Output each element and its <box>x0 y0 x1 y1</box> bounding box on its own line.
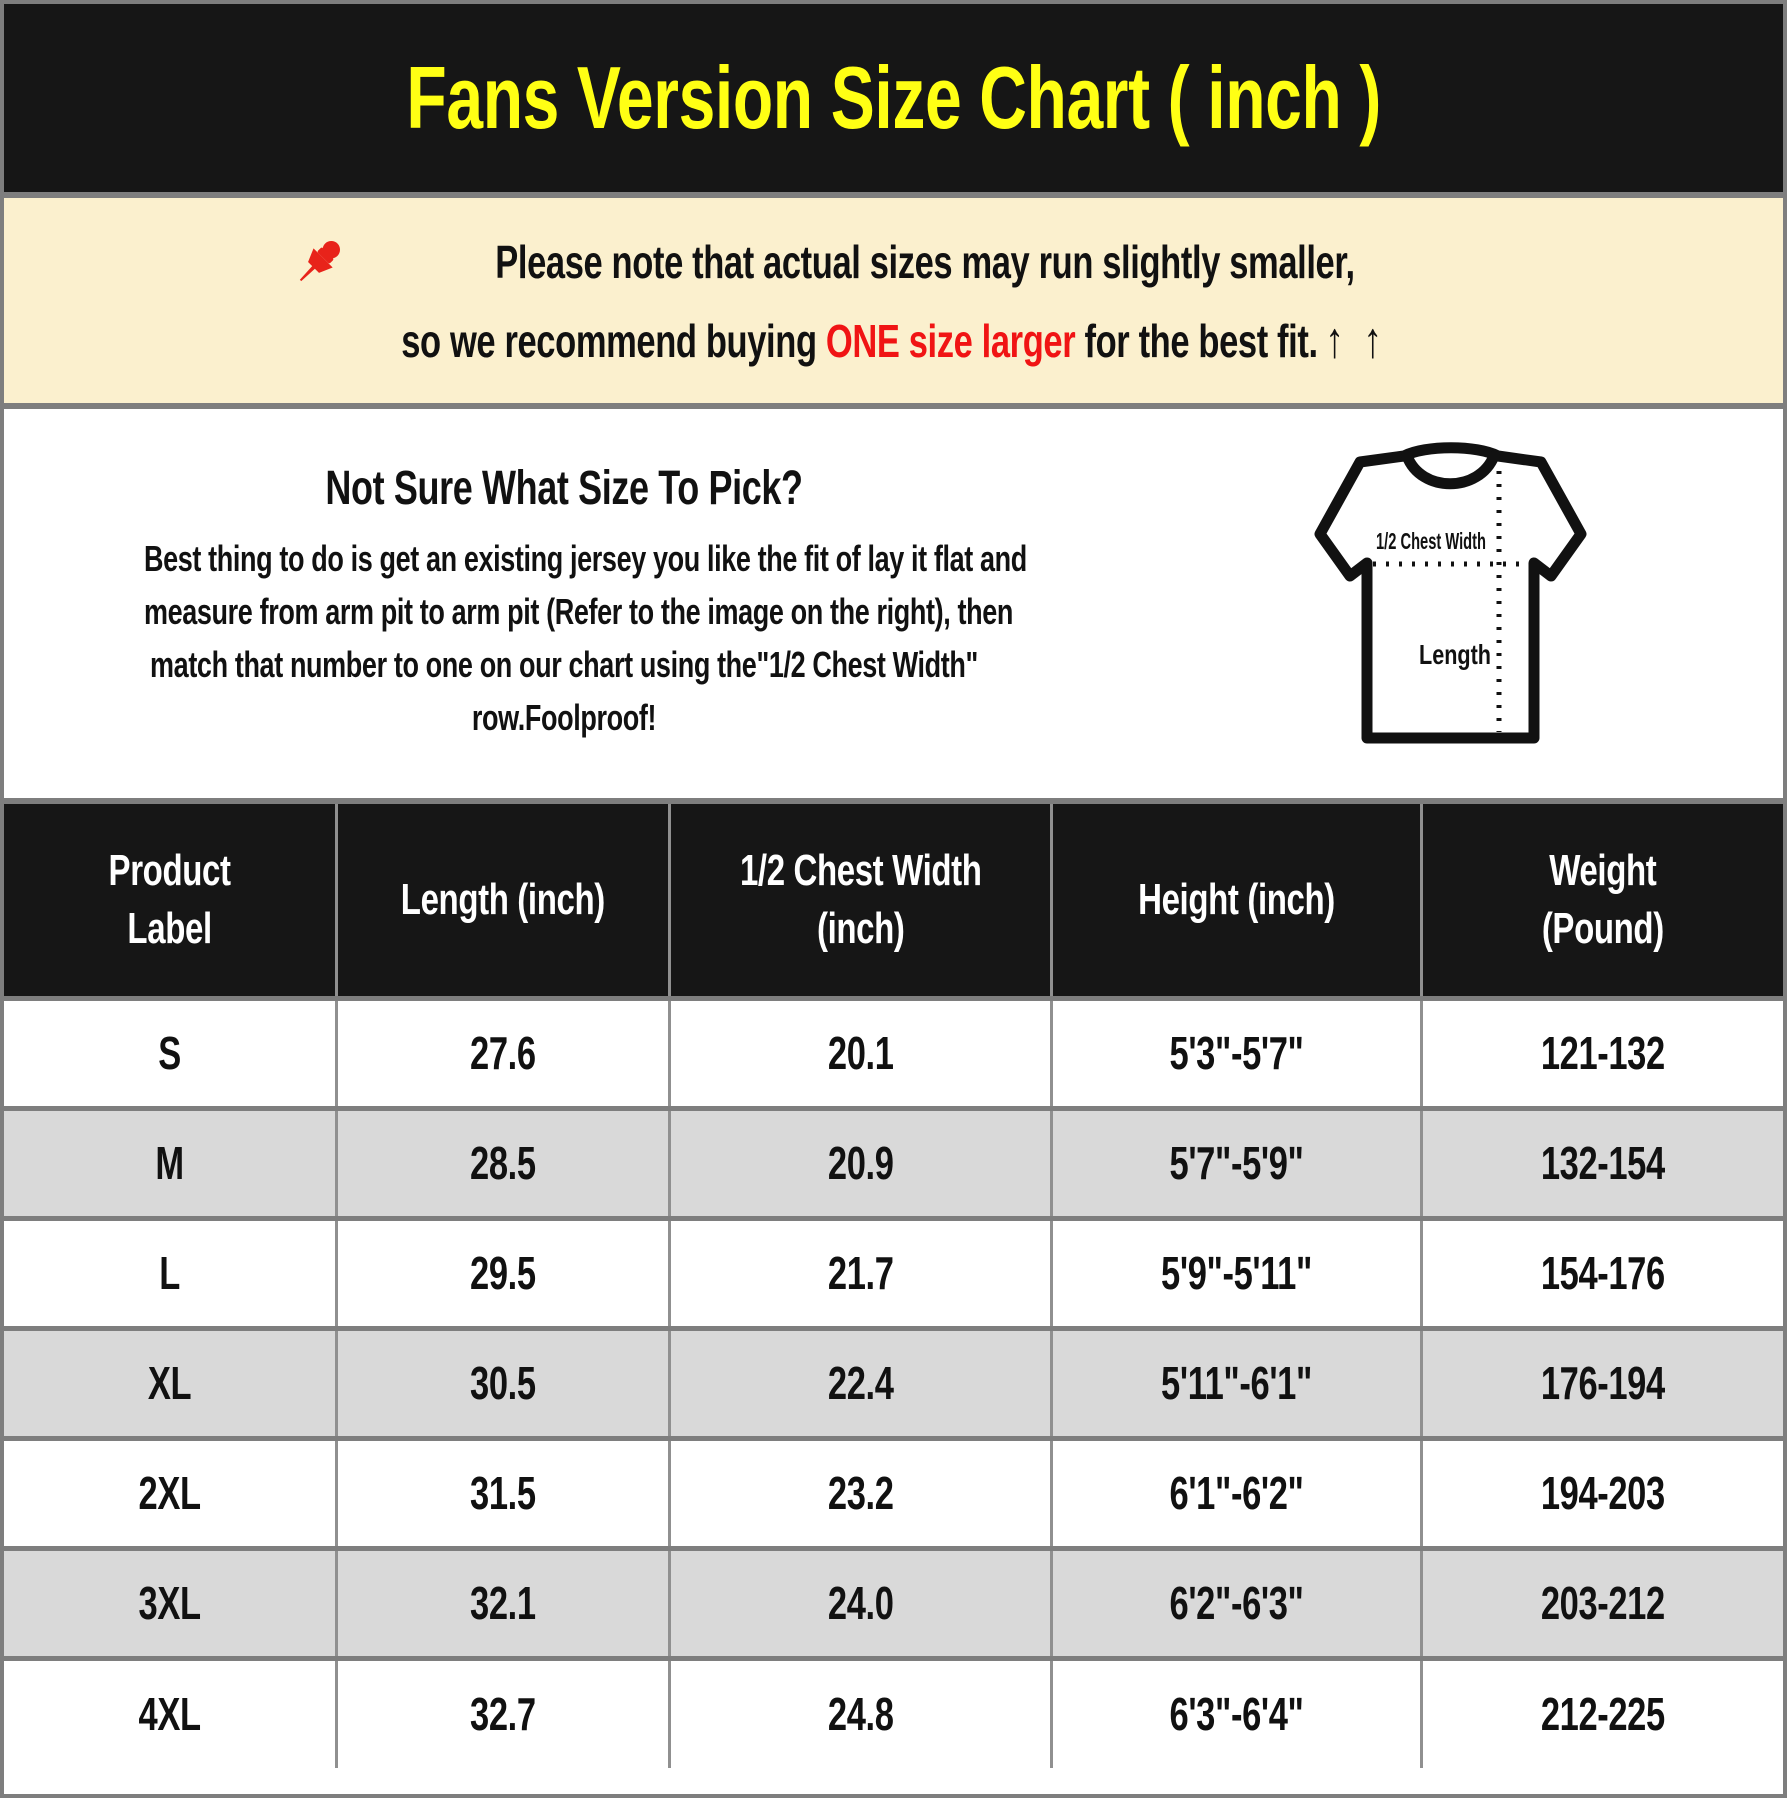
size-label-cell: M <box>155 1137 184 1189</box>
chest-cell: 24.8 <box>667 1658 1052 1768</box>
col-header-length: Length (inch) <box>335 804 670 998</box>
tshirt-outline <box>1314 442 1587 744</box>
weight-cell: 194-203 <box>1420 1438 1783 1548</box>
chest-cell: 23.2 <box>667 1438 1052 1548</box>
chest-cell: 21.7 <box>667 1218 1052 1328</box>
length-cell: 31.5 <box>335 1438 670 1548</box>
size-table: Product Label Length (inch) 1/2 Chest Wi… <box>4 804 1783 1768</box>
size-row-xl: XL 30.5 22.4 5'11"-6'1" 176-194 <box>4 1328 1783 1438</box>
chest-cell: 24.0 <box>667 1548 1052 1658</box>
size-row-2xl: 2XL 31.5 23.2 6'1"-6'2" 194-203 <box>4 1438 1783 1548</box>
notice-text-1: Please note that actual sizes may run sl… <box>494 235 1355 288</box>
notice-line-1: Please note that actual sizes may run sl… <box>290 233 1498 291</box>
size-label-cell: 2XL <box>138 1467 202 1519</box>
guide-body-line: measure from arm pit to arm pit (Refer t… <box>144 591 1013 632</box>
section-divider <box>4 403 1783 409</box>
height-cell: 6'1"-6'2" <box>1050 1438 1422 1548</box>
weight-cell: 203-212 <box>1420 1548 1783 1658</box>
height-cell: 5'7"-5'9" <box>1050 1108 1422 1218</box>
section-divider <box>4 798 1783 804</box>
chest-cell: 20.9 <box>667 1108 1052 1218</box>
length-label: Length <box>1419 639 1491 670</box>
weight-cell: 121-132 <box>1420 998 1783 1108</box>
col-header-chest-width: 1/2 Chest Width (inch) <box>667 804 1052 998</box>
size-row-m: M 28.5 20.9 5'7"-5'9" 132-154 <box>4 1108 1783 1218</box>
chest-cell: 20.1 <box>667 998 1052 1108</box>
guide-body-line: row.Foolproof! <box>471 697 657 738</box>
size-row-4xl: 4XL 32.7 24.8 6'3"-6'4" 212-225 <box>4 1658 1783 1768</box>
size-row-s: S 27.6 20.1 5'3"-5'7" 121-132 <box>4 998 1783 1108</box>
section-divider <box>4 192 1783 198</box>
chest-width-label: 1/2 Chest Width <box>1376 528 1486 554</box>
length-cell: 29.5 <box>335 1218 670 1328</box>
title-bar: Fans Version Size Chart ( inch ) <box>4 4 1783 192</box>
page-title: Fans Version Size Chart ( inch ) <box>406 48 1381 147</box>
height-cell: 6'2"-6'3" <box>1050 1548 1422 1658</box>
guide-body-line: match that number to one on our chart us… <box>150 644 978 685</box>
chest-cell: 22.4 <box>667 1328 1052 1438</box>
tshirt-neckline <box>1401 450 1500 490</box>
table-header-row: Product Label Length (inch) 1/2 Chest Wi… <box>4 804 1783 998</box>
size-label-cell: XL <box>147 1357 192 1409</box>
height-cell: 5'3"-5'7" <box>1050 998 1422 1108</box>
notice-line-2: so we recommend buying ONE size larger f… <box>237 311 1551 369</box>
col-header-product-label: Product Label <box>108 845 231 953</box>
size-label-cell: L <box>159 1247 180 1299</box>
weight-cell: 176-194 <box>1420 1328 1783 1438</box>
size-label-cell: 4XL <box>138 1688 202 1741</box>
tshirt-measurement-diagram: 1/2 Chest Width Length <box>1314 442 1587 744</box>
guide-body-line: Best thing to do is get an existing jers… <box>144 538 1027 579</box>
length-cell: 30.5 <box>335 1328 670 1438</box>
length-cell: 28.5 <box>335 1108 670 1218</box>
height-cell: 5'11"-6'1" <box>1050 1328 1422 1438</box>
size-row-l: L 29.5 21.7 5'9"-5'11" 154-176 <box>4 1218 1783 1328</box>
notice-banner: Please note that actual sizes may run sl… <box>4 198 1783 403</box>
weight-cell: 212-225 <box>1420 1658 1783 1768</box>
length-cell: 27.6 <box>335 998 670 1108</box>
size-row-3xl: 3XL 32.1 24.0 6'2"-6'3" 203-212 <box>4 1548 1783 1658</box>
length-cell: 32.1 <box>335 1548 670 1658</box>
height-cell: 6'3"-6'4" <box>1050 1658 1422 1768</box>
one-size-larger-highlight: ONE size larger <box>825 314 1075 367</box>
size-label-cell: 3XL <box>138 1577 202 1629</box>
col-header-weight: Weight (Pound) <box>1420 804 1783 998</box>
size-label-cell: S <box>158 1027 181 1079</box>
up-arrows-icon: ↑ ↑ <box>1324 311 1387 368</box>
length-cell: 32.7 <box>335 1658 670 1768</box>
pushpin-icon <box>299 240 340 281</box>
col-header-height: Height (inch) <box>1050 804 1422 998</box>
guide-text-block: Not Sure What Size To Pick? Best thing t… <box>4 461 1124 744</box>
height-cell: 5'9"-5'11" <box>1050 1218 1422 1328</box>
measuring-guide-section: Not Sure What Size To Pick? Best thing t… <box>4 409 1783 798</box>
weight-cell: 132-154 <box>1420 1108 1783 1218</box>
notice-text-2: so we recommend buying ONE size larger f… <box>400 311 1387 368</box>
guide-heading: Not Sure What Size To Pick? <box>325 462 803 515</box>
weight-cell: 154-176 <box>1420 1218 1783 1328</box>
